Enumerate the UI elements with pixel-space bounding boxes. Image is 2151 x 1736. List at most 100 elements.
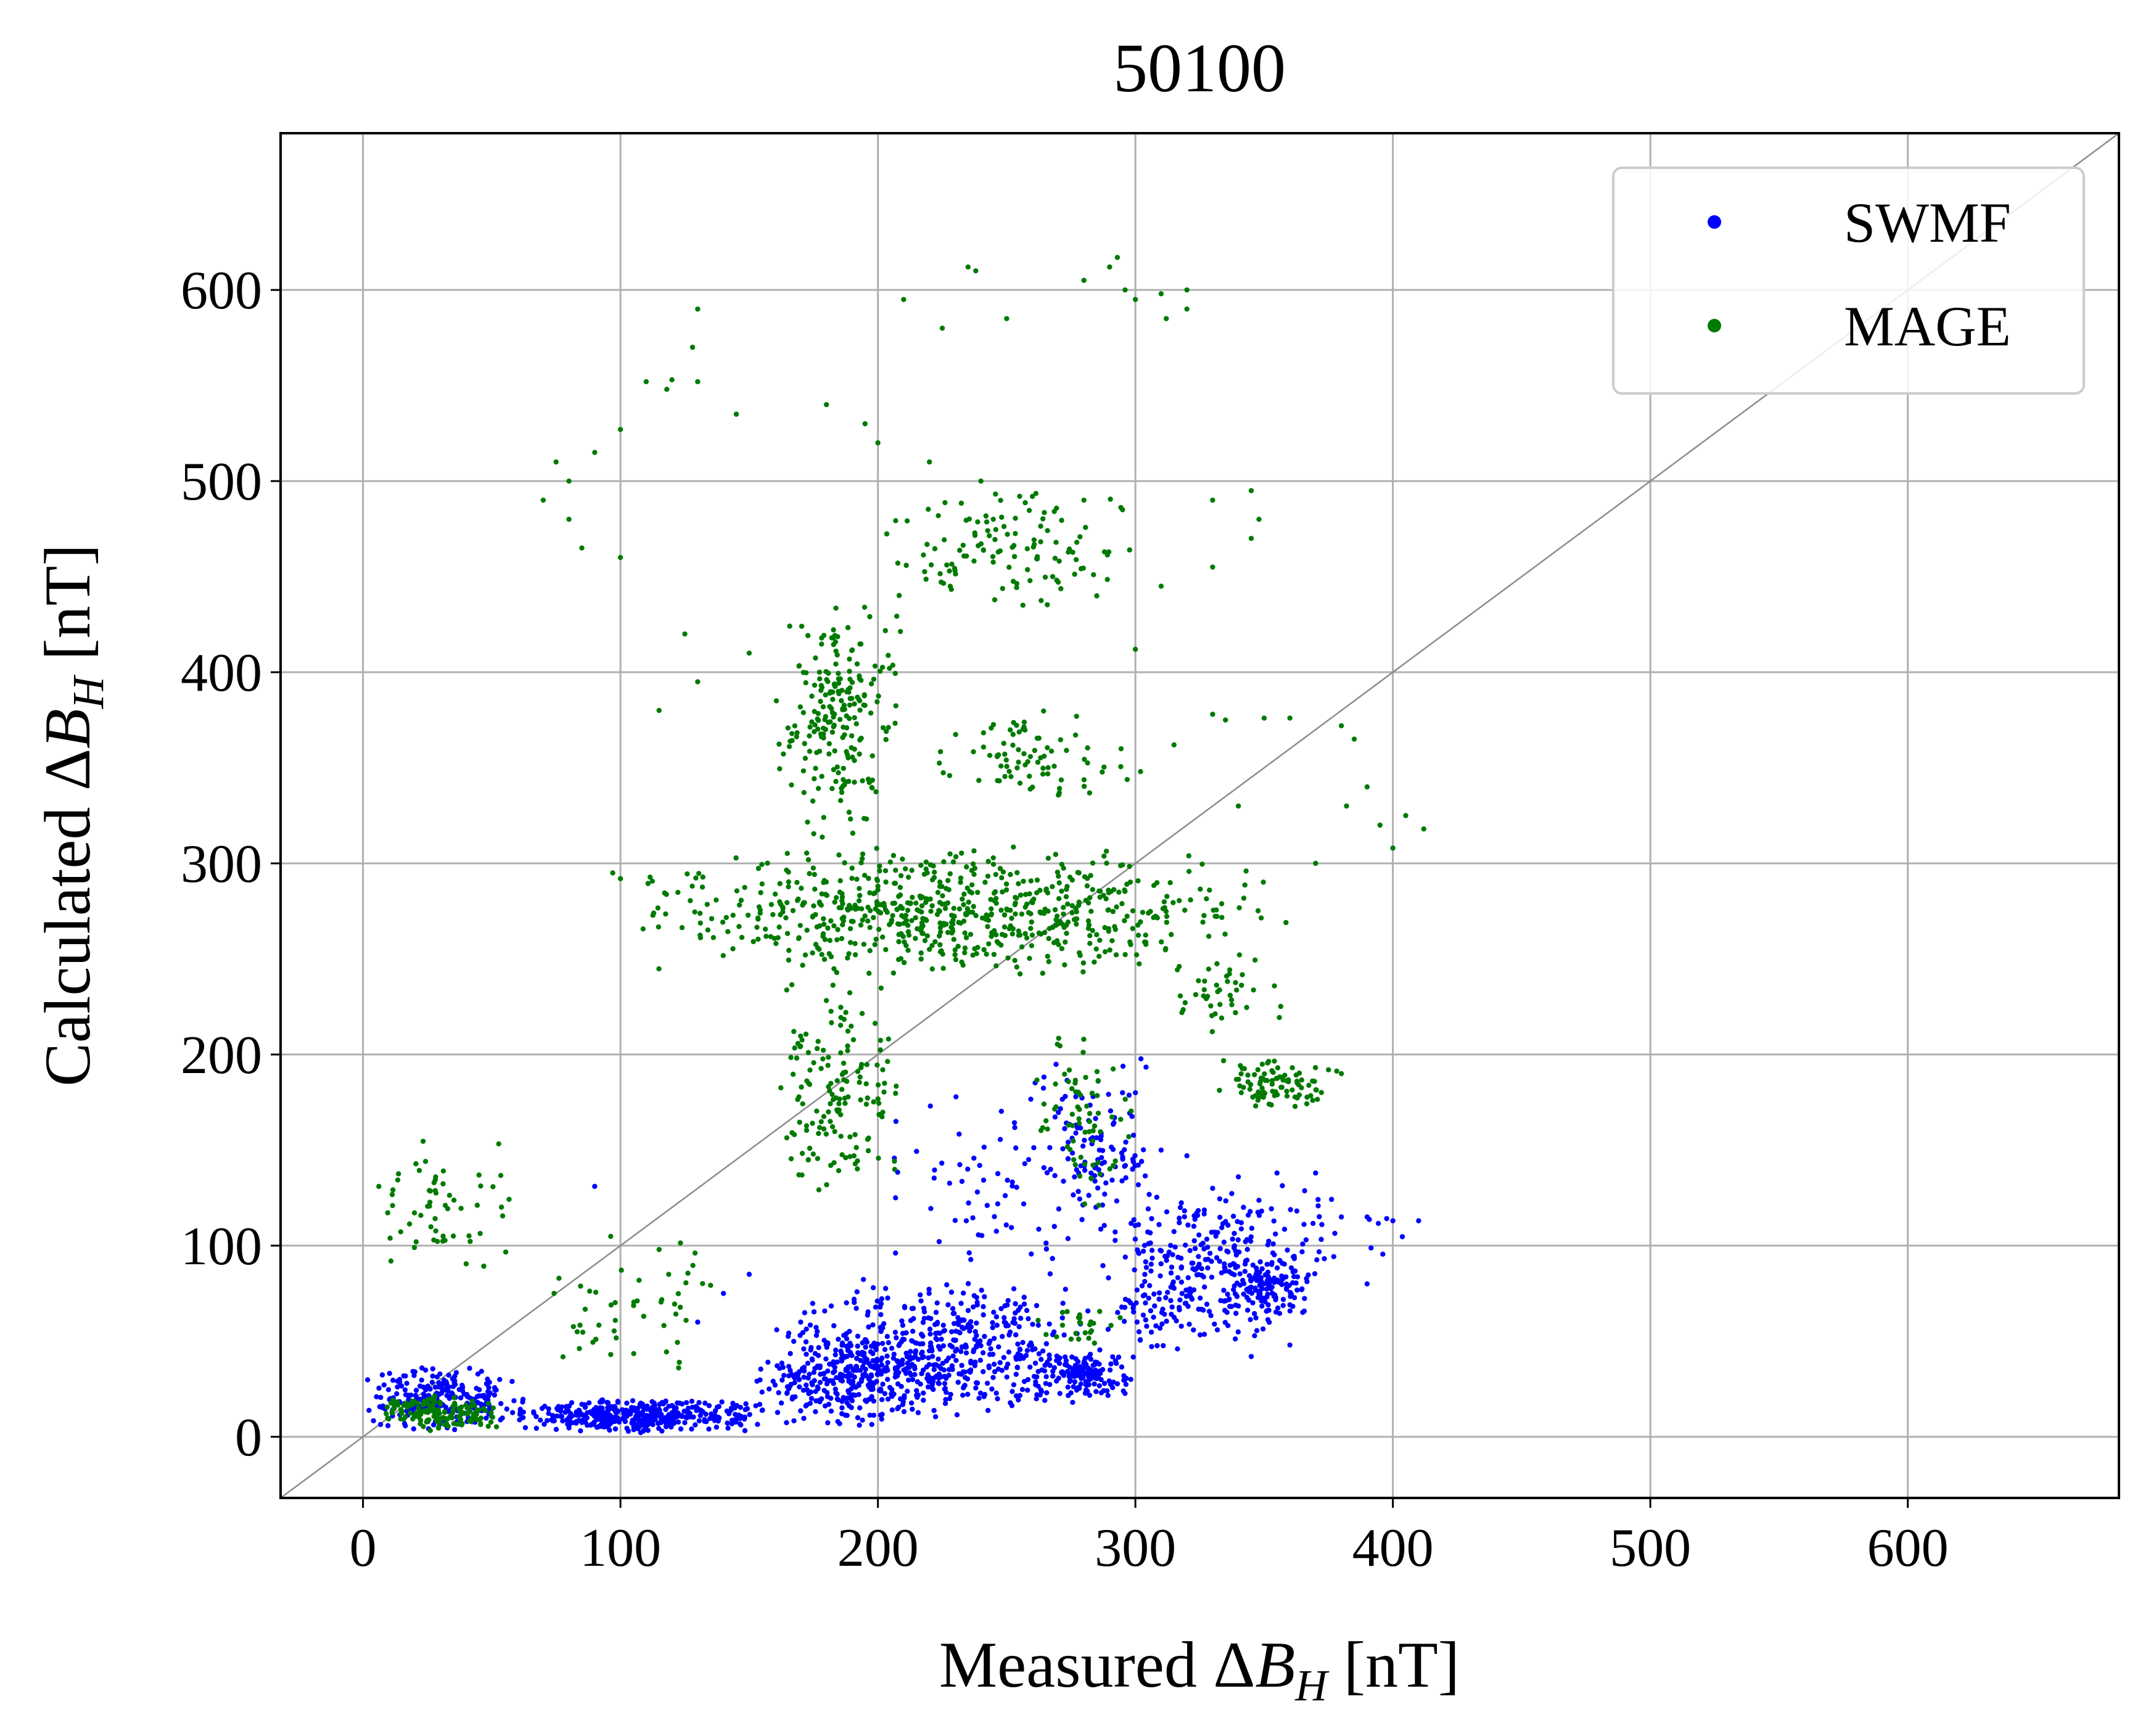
data-point	[1110, 908, 1116, 915]
data-point	[802, 952, 808, 958]
data-point	[1050, 1256, 1055, 1261]
data-point	[1030, 900, 1035, 905]
data-point	[1059, 517, 1064, 523]
data-point	[883, 879, 889, 885]
data-point	[467, 1238, 473, 1244]
data-point	[957, 548, 963, 553]
data-point	[1071, 1157, 1077, 1162]
data-point	[1201, 1246, 1207, 1252]
data-point	[1222, 1265, 1228, 1271]
data-point	[1053, 1061, 1059, 1068]
data-point	[947, 1396, 953, 1401]
data-point	[812, 886, 818, 892]
data-point	[1072, 1379, 1078, 1384]
data-point	[1026, 1157, 1032, 1162]
data-point	[1241, 1204, 1246, 1210]
data-point	[800, 710, 806, 715]
data-point	[1130, 1166, 1135, 1172]
data-point	[1004, 1374, 1010, 1380]
data-point	[910, 1376, 916, 1383]
data-point	[753, 1403, 759, 1409]
data-point	[1035, 759, 1041, 765]
legend: SWMF MAGE	[1612, 167, 2085, 395]
data-point	[736, 902, 742, 908]
data-point	[666, 1272, 672, 1277]
data-point	[390, 1203, 395, 1208]
data-point	[948, 924, 954, 930]
data-point	[1189, 1296, 1195, 1302]
data-point	[1210, 497, 1215, 503]
data-point	[963, 1344, 968, 1350]
data-point	[1143, 1259, 1148, 1265]
data-point	[1021, 1201, 1027, 1207]
data-point	[664, 387, 670, 392]
data-point	[904, 518, 910, 524]
data-point	[1123, 1139, 1129, 1145]
data-point	[836, 1101, 842, 1106]
data-point	[784, 900, 790, 905]
data-point	[831, 641, 836, 648]
data-point	[859, 856, 865, 862]
data-point	[1195, 1207, 1201, 1214]
data-point	[929, 1381, 936, 1388]
data-point	[810, 1357, 815, 1363]
data-point	[1045, 528, 1050, 533]
data-point	[1034, 890, 1040, 895]
data-point	[879, 1296, 885, 1302]
data-point	[1227, 971, 1232, 977]
data-point	[907, 1364, 912, 1370]
data-point	[876, 926, 882, 932]
data-point	[892, 1166, 897, 1172]
data-point	[559, 1404, 565, 1410]
data-point	[925, 1384, 931, 1390]
data-point	[1191, 1224, 1197, 1229]
data-point	[883, 737, 889, 743]
data-point	[965, 264, 971, 270]
data-point	[990, 722, 997, 728]
data-point	[958, 500, 964, 506]
data-point	[554, 1413, 560, 1419]
data-point	[763, 934, 769, 939]
data-point	[836, 676, 841, 682]
data-point	[964, 906, 971, 911]
data-point	[879, 1355, 885, 1361]
data-point	[1085, 918, 1092, 924]
data-point	[1083, 897, 1089, 903]
data-point	[1069, 877, 1076, 883]
data-point	[799, 886, 804, 891]
chart-title: 50100	[1113, 30, 1286, 107]
data-point	[437, 1371, 443, 1377]
data-point	[901, 960, 907, 966]
data-point	[1047, 1321, 1052, 1327]
data-point	[950, 859, 956, 865]
data-point	[829, 1020, 834, 1026]
data-point	[857, 892, 863, 899]
data-point	[1153, 1323, 1159, 1329]
data-point	[451, 1401, 458, 1406]
data-point	[819, 891, 825, 897]
data-point	[871, 1412, 877, 1418]
data-point	[1390, 845, 1396, 851]
data-point	[1083, 1362, 1089, 1367]
data-point	[1188, 897, 1193, 903]
data-point	[866, 1360, 872, 1367]
data-point	[934, 1300, 940, 1306]
data-point	[933, 1309, 939, 1315]
data-point	[1097, 1347, 1103, 1353]
data-point	[1222, 1261, 1227, 1267]
data-point	[807, 749, 813, 754]
data-point	[847, 1341, 853, 1346]
data-point	[703, 1411, 709, 1417]
data-point	[839, 785, 844, 791]
data-point	[816, 1130, 821, 1137]
data-point	[834, 1396, 840, 1402]
data-point	[649, 1399, 655, 1405]
data-point	[670, 1417, 677, 1423]
data-point	[934, 911, 940, 917]
data-point	[803, 680, 808, 686]
data-point	[876, 1155, 881, 1161]
data-point	[1056, 1357, 1061, 1364]
data-point	[1114, 1381, 1121, 1387]
data-point	[940, 893, 945, 899]
data-point	[1065, 1384, 1071, 1390]
